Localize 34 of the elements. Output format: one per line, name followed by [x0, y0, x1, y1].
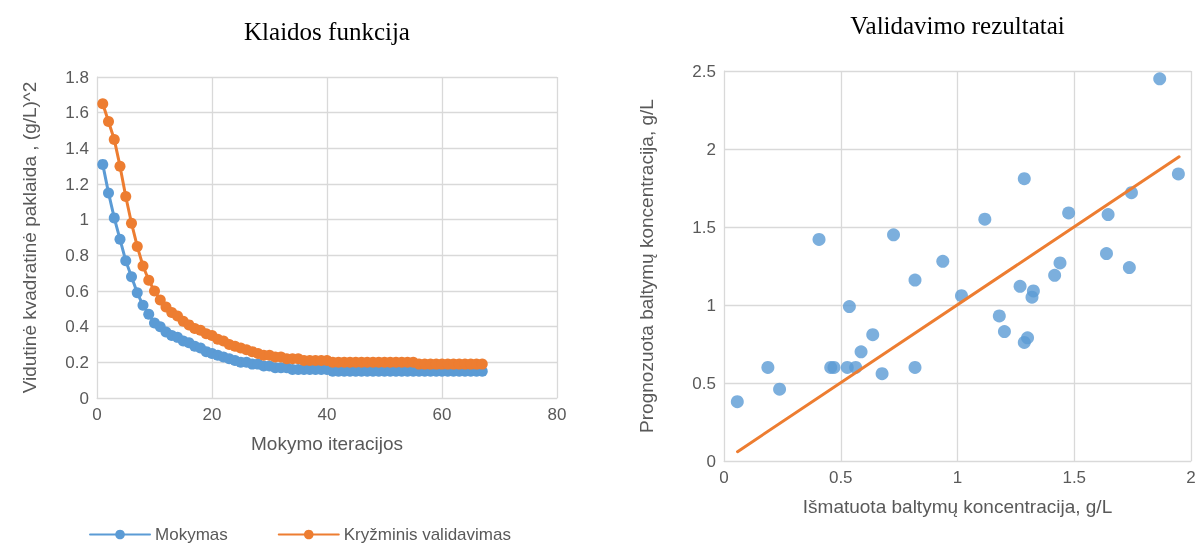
- y-tick-label: 0.8: [65, 245, 89, 265]
- x-tick-label: 0: [92, 405, 102, 424]
- legend-label: Kryžminis validavimas: [343, 525, 511, 544]
- chart-title: Klaidos funkcija: [244, 18, 410, 45]
- y-tick-label: 1.8: [65, 67, 89, 87]
- y-tick-label: 2.5: [692, 61, 716, 81]
- x-tick-label: 0.5: [828, 468, 853, 487]
- y-tick-label: 1.5: [692, 217, 716, 237]
- y-tick-label: 0.5: [692, 373, 716, 393]
- x-axis-title: Išmatuota baltymų koncentracija, g/L: [802, 496, 1113, 517]
- x-tick-label: 2: [1186, 468, 1196, 487]
- x-tick-label: 40: [317, 405, 337, 424]
- y-tick-label: 0.6: [65, 281, 89, 301]
- chart-title: Validavimo rezultatai: [850, 12, 1065, 39]
- x-tick-label: 20: [202, 405, 222, 424]
- x-tick-label: 60: [432, 405, 452, 424]
- x-tick-label: 0: [719, 468, 729, 487]
- y-axis-title: Vidutinė kvadratinė paklaida , (g/L)^2: [19, 81, 40, 394]
- x-tick-label: 80: [547, 405, 567, 424]
- y-tick-label: 1.6: [65, 103, 89, 123]
- y-tick-label: 2: [706, 139, 716, 159]
- y-tick-label: 1: [79, 210, 89, 230]
- y-tick-label: 0.4: [65, 317, 89, 337]
- y-tick-label: 1.2: [65, 174, 89, 194]
- x-tick-label: 1: [952, 468, 963, 487]
- x-axis-title: Mokymo iteracijos: [250, 433, 404, 454]
- y-tick-label: 0: [79, 388, 89, 408]
- y-tick-label: 1: [706, 295, 716, 315]
- y-tick-label: 1.4: [65, 138, 89, 158]
- legend-label: Mokymas: [155, 525, 228, 544]
- y-tick-label: 0.2: [65, 352, 89, 372]
- y-tick-label: 0: [706, 451, 716, 471]
- y-axis-title: Prognozuota baltymų koncentracija, g/L: [636, 99, 657, 433]
- x-tick-label: 1.5: [1062, 468, 1087, 487]
